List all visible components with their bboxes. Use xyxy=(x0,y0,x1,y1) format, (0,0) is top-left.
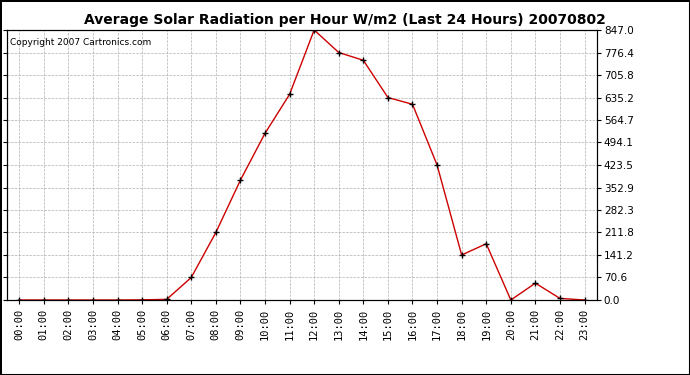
Text: Copyright 2007 Cartronics.com: Copyright 2007 Cartronics.com xyxy=(10,38,151,47)
Text: Average Solar Radiation per Hour W/m2 (Last 24 Hours) 20070802: Average Solar Radiation per Hour W/m2 (L… xyxy=(84,13,606,27)
